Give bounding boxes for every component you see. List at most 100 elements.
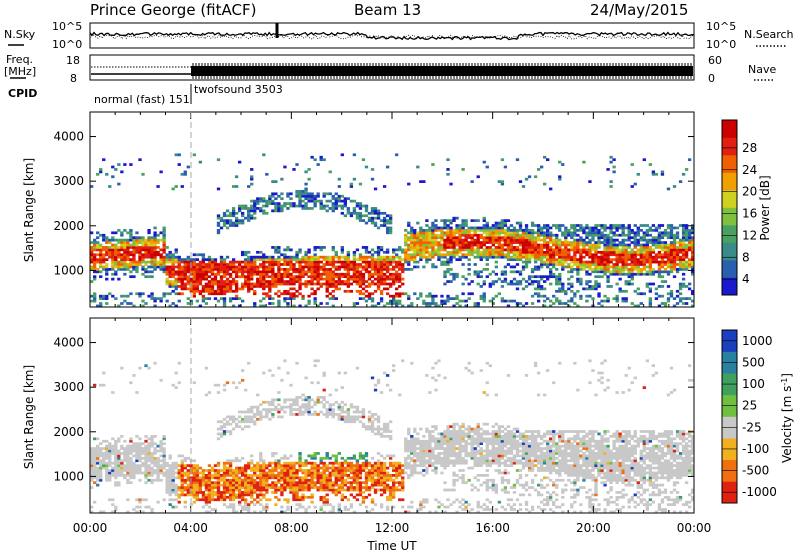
power-cell: [289, 282, 293, 286]
power-cell: [186, 265, 190, 269]
power-cell: [93, 277, 97, 281]
power-cell: [222, 302, 227, 305]
power-cell: [93, 238, 97, 242]
power-cell: [558, 229, 562, 232]
velocity-cell: [108, 456, 112, 460]
velocity-cell: [96, 474, 100, 477]
power-cell: [392, 255, 396, 259]
power-cell: [96, 268, 100, 271]
power-cell: [618, 260, 622, 264]
velocity-cell: [219, 474, 224, 477]
velocity-cell: [150, 478, 154, 482]
power-cell: [340, 204, 344, 208]
power-cell: [687, 282, 692, 286]
power-cell: [482, 253, 486, 257]
power-cell: [93, 268, 97, 271]
power-cell: [216, 280, 221, 283]
power-cell: [482, 219, 486, 222]
power-cell: [201, 297, 206, 300]
velocity-cell: [186, 483, 190, 487]
power-cell: [618, 265, 622, 269]
power-cell: [99, 233, 103, 237]
power-cell: [539, 255, 544, 259]
power-cell: [567, 265, 571, 269]
power-cell: [195, 282, 200, 286]
power-cell: [479, 255, 483, 259]
power-cell: [241, 207, 245, 210]
power-cell: [425, 304, 429, 308]
velocity-cell: [147, 444, 151, 448]
power-cell: [684, 302, 689, 305]
power-cell: [690, 248, 695, 252]
velocity-cell: [138, 505, 142, 509]
power-cell: [576, 224, 580, 227]
velocity-cell: [253, 498, 257, 502]
power-cell: [615, 238, 619, 242]
power-cell: [494, 229, 498, 232]
power-cell: [506, 250, 511, 254]
power-cell: [624, 289, 628, 293]
power-cell: [558, 277, 562, 281]
power-cell: [138, 248, 142, 252]
power-cell: [443, 233, 447, 237]
power-cell: [346, 253, 351, 257]
velocity-cell: [105, 466, 109, 470]
power-cell: [331, 194, 335, 198]
power-cell: [476, 246, 480, 249]
power-cell: [588, 231, 592, 235]
power-cell: [539, 229, 544, 232]
power-cell: [159, 255, 163, 259]
power-cell: [334, 260, 338, 264]
power-cell: [600, 241, 604, 244]
power-cell: [358, 216, 363, 220]
velocity-cell: [99, 466, 103, 470]
velocity-cell: [237, 410, 242, 414]
power-cell: [690, 258, 695, 261]
power-cell: [364, 165, 369, 169]
velocity-cell: [114, 508, 118, 511]
power-cell: [111, 250, 115, 254]
power-cell: [594, 258, 598, 261]
power-cell: [210, 272, 215, 276]
sky-noise-strip: [89, 22, 695, 49]
velocity-cell: [247, 503, 251, 506]
power-cell: [585, 243, 589, 247]
power-cell: [437, 304, 441, 308]
power-cell: [618, 226, 622, 230]
power-cell: [624, 263, 628, 266]
velocity-cell: [225, 474, 230, 477]
power-cell: [289, 275, 293, 279]
power-cell: [503, 236, 508, 240]
velocity-cell: [153, 478, 157, 482]
power-cell: [549, 241, 553, 244]
power-cell: [585, 224, 589, 227]
power-cell: [388, 268, 393, 271]
power-cell: [183, 275, 187, 279]
velocity-cell: [192, 500, 196, 504]
power-cell: [111, 246, 115, 249]
power-cell: [177, 258, 181, 261]
velocity-cell: [198, 483, 203, 487]
power-cell: [672, 185, 677, 188]
power-cell: [555, 275, 559, 279]
power-cell: [325, 270, 329, 274]
power-cell: [461, 248, 465, 252]
velocity-cell: [102, 456, 106, 460]
power-cell: [277, 289, 281, 293]
power-cell: [588, 246, 592, 249]
power-cell: [265, 270, 269, 274]
power-cell: [325, 294, 329, 298]
velocity-cell: [159, 378, 163, 382]
velocity-cell: [165, 476, 169, 480]
velocity-cell: [165, 481, 169, 485]
power-cell: [431, 224, 435, 227]
velocity-cell: [250, 493, 254, 497]
velocity-cell: [156, 478, 160, 482]
power-cell: [476, 253, 480, 257]
power-cell: [126, 263, 130, 266]
power-cell: [253, 285, 257, 288]
power-cell: [237, 221, 242, 225]
power-cell: [225, 214, 230, 218]
power-cell: [627, 229, 631, 232]
power-cell: [606, 226, 610, 230]
